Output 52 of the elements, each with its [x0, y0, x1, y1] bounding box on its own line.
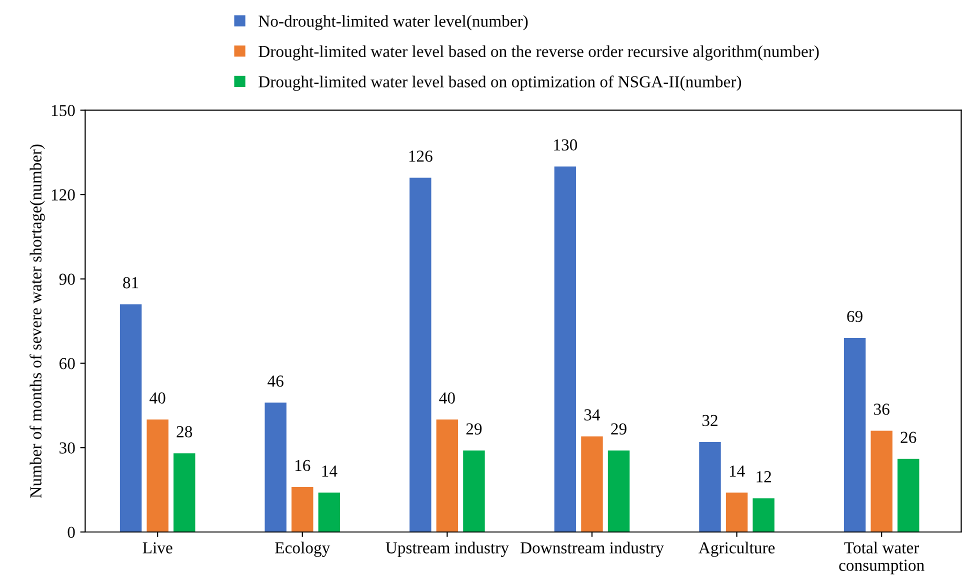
data-label: 32 — [702, 414, 718, 426]
bar — [608, 450, 630, 532]
data-label: 12 — [756, 471, 771, 482]
bar — [726, 492, 748, 532]
x-tick-label: Live — [142, 542, 172, 554]
bar — [898, 458, 920, 532]
legend-label: No-drought-limited water level(number) — [258, 15, 528, 30]
data-label: 29 — [466, 423, 482, 435]
bar — [436, 420, 458, 532]
y-tick-label: 60 — [60, 358, 75, 370]
bar — [146, 420, 168, 532]
bar — [581, 436, 603, 532]
data-label: 46 — [268, 376, 284, 387]
data-label: 34 — [584, 409, 600, 421]
data-label: 40 — [439, 392, 455, 404]
bar — [844, 338, 866, 532]
data-label: 40 — [150, 392, 166, 404]
data-label: 130 — [554, 139, 578, 151]
data-label: 69 — [847, 310, 862, 322]
bar — [870, 430, 892, 532]
y-tick-label: 30 — [60, 442, 75, 454]
x-tick-label: Ecology — [275, 542, 330, 557]
bar — [318, 492, 340, 532]
y-tick-label: 90 — [59, 274, 75, 285]
bar — [264, 402, 286, 532]
bar — [120, 304, 142, 532]
bar — [752, 498, 774, 532]
legend-label: Drought-limited water level based on optimization of NSGA-II(number) — [258, 76, 742, 91]
data-label: 126 — [409, 150, 432, 162]
data-label: 81 — [123, 277, 138, 288]
y-axis-title: Number of months of severe water shortage(number) — [30, 144, 45, 498]
bar — [292, 487, 314, 532]
y-tick-label: 120 — [52, 189, 75, 201]
data-label: 14 — [730, 466, 745, 477]
data-label: 29 — [611, 423, 626, 435]
x-tick-label: Upstream industry — [386, 542, 509, 557]
legend-label: Drought-limited water level based on the reverse order recursive algorithm(number) — [258, 45, 819, 61]
x-tick-label: Downstream industry — [520, 542, 664, 557]
bar — [174, 453, 196, 532]
x-tick-label: Total water consumption — [839, 542, 924, 574]
data-label: 14 — [322, 466, 338, 477]
data-label: 28 — [176, 426, 192, 438]
y-tick-label: 0 — [68, 526, 75, 538]
data-label: 16 — [296, 460, 310, 472]
bar — [410, 178, 432, 532]
data-label: 36 — [874, 404, 890, 415]
bar — [554, 166, 576, 532]
x-tick-label: Agriculture — [698, 542, 775, 557]
data-label: 26 — [900, 432, 916, 443]
bar — [463, 450, 485, 532]
y-tick-label: 150 — [52, 104, 75, 116]
bar — [699, 442, 721, 532]
